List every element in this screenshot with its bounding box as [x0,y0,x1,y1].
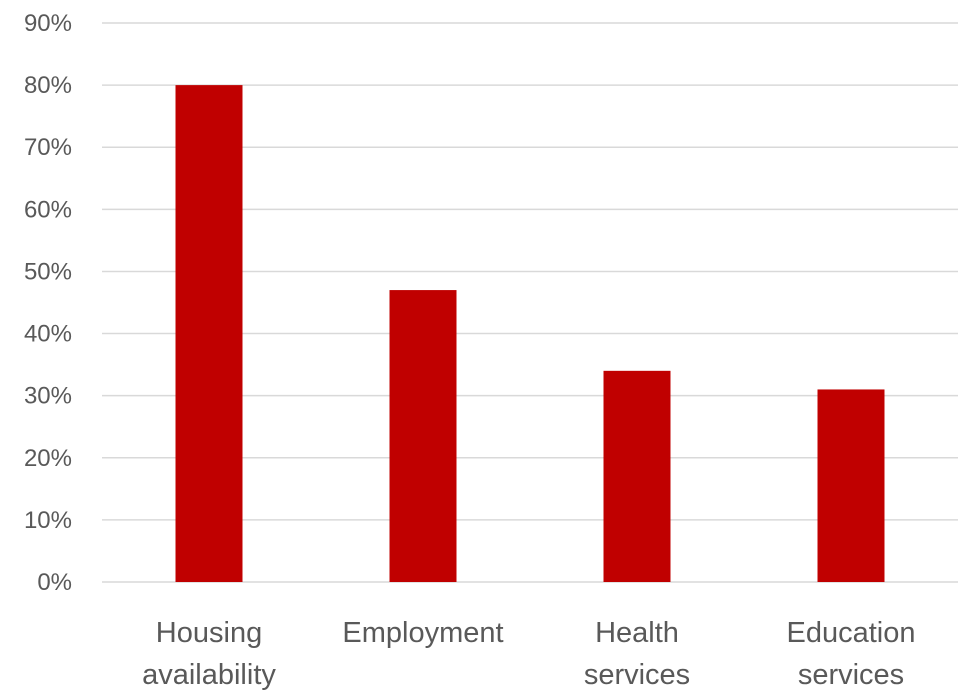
y-tick-label: 30% [24,383,72,410]
y-tick-label: 60% [24,196,72,223]
bar [817,389,885,582]
bar [603,370,671,582]
y-tick-label: 50% [24,258,72,285]
gridlines [102,22,958,583]
y-tick-label: 70% [24,134,72,161]
bar [389,290,457,582]
x-category-label: Education services [787,617,916,691]
x-category-label: Housing availability [142,617,276,691]
y-tick-label: 40% [24,321,72,348]
y-axis-tick-labels: 0% 10% 20% 30% 40% 50% 60% 70% 80% 90% [24,10,72,596]
y-tick-label: 20% [24,445,72,472]
bar [175,85,243,582]
bars [175,85,885,582]
x-category-label: Employment [342,617,503,649]
y-tick-label: 0% [37,569,72,596]
x-category-label: Health services [584,617,690,691]
y-tick-label: 10% [24,507,72,534]
y-tick-label: 80% [24,72,72,99]
y-tick-label: 90% [24,10,72,37]
x-axis-category-labels: Housing availability Employment Health servi… [142,617,915,691]
